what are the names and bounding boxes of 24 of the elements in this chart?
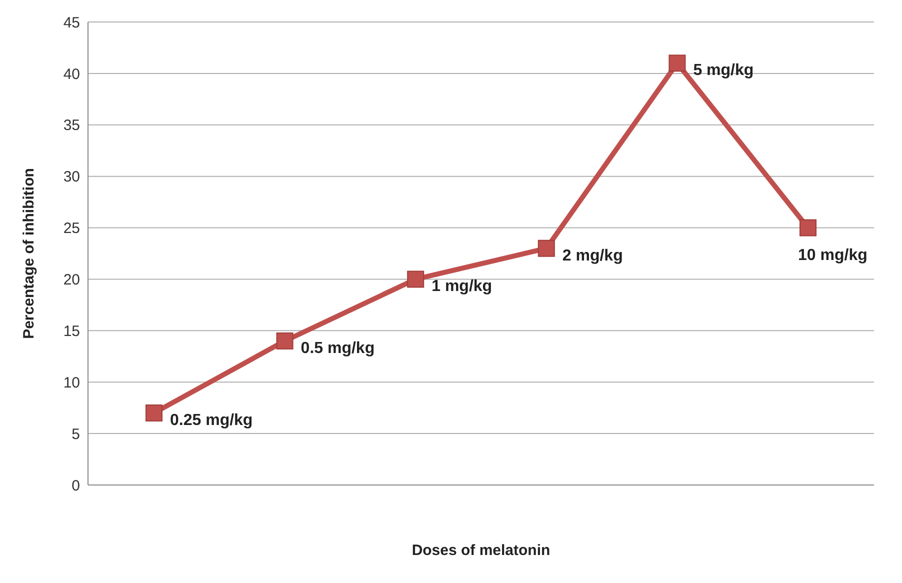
annotation: 10 mg/kg	[798, 246, 868, 264]
x-axis-title: Doses of melatonin	[412, 542, 550, 559]
y-tick-label: 35	[63, 117, 80, 134]
y-tick-label: 15	[63, 322, 80, 340]
annotation: 5 mg/kg	[693, 62, 754, 80]
point	[276, 332, 294, 350]
annotation: 1 mg/kg	[432, 278, 492, 296]
y-tick-label: 30	[63, 168, 80, 186]
y-tick-label: 10	[63, 374, 80, 392]
y-axis-title: Percentage of inhibition	[20, 168, 38, 339]
annotation: 2 mg/kg	[562, 247, 623, 264]
annotation: 0.5 mg/kg	[300, 340, 375, 357]
point	[668, 54, 686, 72]
point	[146, 404, 162, 422]
annotation: 0.25 mg/kg	[170, 412, 253, 429]
y-tick-label: 5	[72, 426, 80, 443]
point	[407, 270, 424, 288]
y-tick-label: 45	[63, 14, 80, 32]
y-tick-label: 0	[72, 477, 80, 494]
y-tick-label: 25	[63, 220, 80, 238]
point	[538, 240, 555, 257]
y-tick-label: 20	[63, 272, 80, 289]
point	[800, 219, 816, 236]
y-tick-label: 40	[63, 66, 80, 83]
